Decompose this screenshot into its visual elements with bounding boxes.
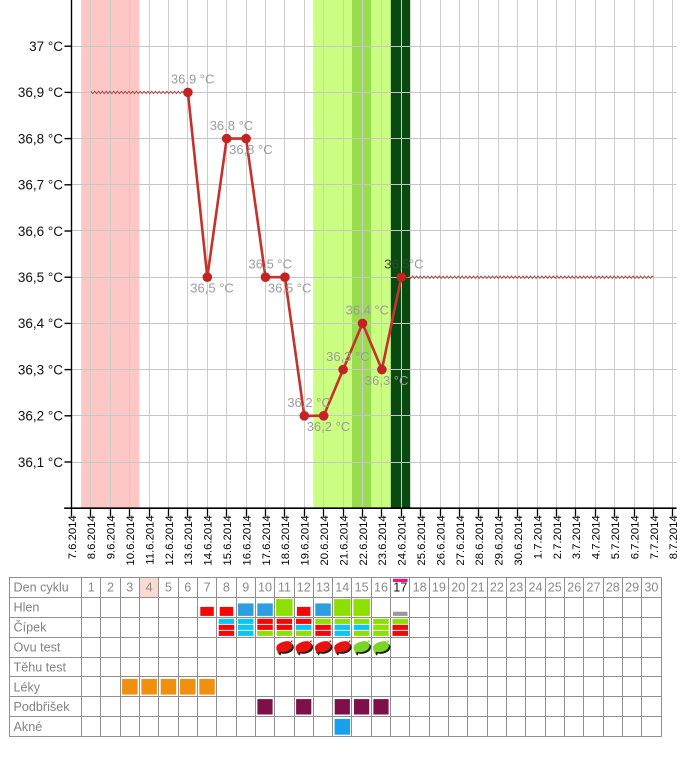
- svg-text:Akné: Akné: [14, 720, 43, 734]
- svg-text:17.6.2014: 17.6.2014: [261, 515, 273, 565]
- svg-text:2: 2: [107, 581, 114, 595]
- svg-text:36,3 °C: 36,3 °C: [326, 349, 370, 364]
- svg-text:21.6.2014: 21.6.2014: [338, 515, 350, 565]
- svg-text:4.7.2014: 4.7.2014: [591, 515, 603, 559]
- svg-text:25: 25: [548, 581, 562, 595]
- svg-text:36,7 °C: 36,7 °C: [18, 178, 63, 193]
- svg-text:14.6.2014: 14.6.2014: [203, 515, 215, 565]
- svg-text:9: 9: [242, 581, 249, 595]
- svg-text:°C: °C: [409, 256, 424, 271]
- svg-text:7.7.2014: 7.7.2014: [649, 515, 661, 559]
- svg-text:29: 29: [625, 581, 639, 595]
- svg-text:36,5 °C: 36,5 °C: [249, 256, 293, 271]
- svg-text:37 °C: 37 °C: [29, 39, 63, 54]
- svg-text:Hlen: Hlen: [14, 601, 40, 615]
- svg-text:3: 3: [126, 581, 133, 595]
- svg-text:24.6.2014: 24.6.2014: [397, 515, 409, 565]
- svg-text:36,1 °C: 36,1 °C: [18, 455, 63, 470]
- svg-text:11.6.2014: 11.6.2014: [144, 515, 156, 564]
- svg-text:36,2 °C: 36,2 °C: [287, 395, 331, 410]
- svg-text:17: 17: [393, 581, 407, 595]
- svg-text:14: 14: [335, 581, 349, 595]
- svg-text:11: 11: [278, 581, 291, 595]
- svg-text:18: 18: [413, 581, 427, 595]
- svg-text:24: 24: [528, 581, 542, 595]
- svg-text:8.6.2014: 8.6.2014: [86, 515, 98, 559]
- svg-text:8: 8: [223, 581, 230, 595]
- svg-text:16: 16: [374, 581, 388, 595]
- svg-text:10.6.2014: 10.6.2014: [125, 515, 137, 565]
- svg-text:36,5 °C: 36,5 °C: [190, 281, 234, 296]
- svg-text:6: 6: [184, 581, 191, 595]
- svg-text:9.6.2014: 9.6.2014: [106, 515, 118, 559]
- svg-text:Těhu test: Těhu test: [14, 660, 67, 674]
- svg-text:36,5 °C: 36,5 °C: [18, 270, 63, 285]
- svg-text:7: 7: [204, 581, 211, 595]
- svg-text:36,5: 36,5: [384, 256, 409, 271]
- svg-text:10: 10: [258, 581, 272, 595]
- svg-text:30: 30: [644, 581, 658, 595]
- svg-text:15: 15: [355, 581, 369, 595]
- svg-text:36,5 °C: 36,5 °C: [268, 281, 312, 296]
- svg-text:8.7.2014: 8.7.2014: [668, 515, 680, 559]
- svg-text:6.7.2014: 6.7.2014: [629, 515, 641, 559]
- svg-text:2.7.2014: 2.7.2014: [552, 515, 564, 559]
- svg-text:7.6.2014: 7.6.2014: [67, 515, 79, 559]
- svg-text:13: 13: [316, 581, 330, 595]
- svg-text:26: 26: [567, 581, 581, 595]
- svg-text:20: 20: [451, 581, 465, 595]
- svg-text:22.6.2014: 22.6.2014: [358, 515, 370, 565]
- svg-text:18.6.2014: 18.6.2014: [280, 515, 292, 565]
- svg-text:36,9 °C: 36,9 °C: [171, 72, 215, 87]
- svg-text:15.6.2014: 15.6.2014: [222, 515, 234, 565]
- svg-text:36,6 °C: 36,6 °C: [18, 224, 63, 239]
- svg-text:28: 28: [606, 581, 620, 595]
- svg-text:Den cyklu: Den cyklu: [14, 581, 69, 595]
- svg-text:36,8 °C: 36,8 °C: [18, 131, 63, 146]
- svg-text:36,9 °C: 36,9 °C: [18, 85, 63, 100]
- svg-text:28.6.2014: 28.6.2014: [474, 515, 486, 565]
- svg-text:36,4 °C: 36,4 °C: [18, 316, 63, 331]
- svg-text:23.6.2014: 23.6.2014: [377, 515, 389, 565]
- svg-text:Ovu test: Ovu test: [14, 641, 61, 655]
- svg-text:36,3 °C: 36,3 °C: [365, 373, 409, 388]
- svg-text:30.6.2014: 30.6.2014: [513, 515, 525, 565]
- svg-text:19: 19: [432, 581, 446, 595]
- svg-text:5: 5: [165, 581, 172, 595]
- svg-text:22: 22: [490, 581, 504, 595]
- svg-text:Podbřišek: Podbřišek: [14, 700, 71, 714]
- svg-text:25.6.2014: 25.6.2014: [416, 515, 428, 565]
- svg-text:36,8 °C: 36,8 °C: [229, 142, 273, 157]
- svg-text:Léky: Léky: [14, 680, 41, 694]
- svg-text:27.6.2014: 27.6.2014: [455, 515, 467, 565]
- svg-text:36,2 °C: 36,2 °C: [18, 409, 63, 424]
- svg-text:Čípek: Čípek: [14, 620, 48, 635]
- svg-text:27: 27: [586, 581, 600, 595]
- svg-text:16.6.2014: 16.6.2014: [241, 515, 253, 565]
- svg-text:20.6.2014: 20.6.2014: [319, 515, 331, 565]
- svg-text:36,8 °C: 36,8 °C: [210, 118, 254, 133]
- svg-text:12.6.2014: 12.6.2014: [164, 515, 176, 565]
- svg-text:21: 21: [471, 581, 485, 595]
- svg-text:1.7.2014: 1.7.2014: [532, 515, 544, 559]
- svg-text:36,3 °C: 36,3 °C: [18, 362, 63, 377]
- svg-text:13.6.2014: 13.6.2014: [183, 515, 195, 565]
- svg-text:36,4 °C: 36,4 °C: [346, 303, 390, 318]
- svg-text:23: 23: [509, 581, 523, 595]
- svg-text:5.7.2014: 5.7.2014: [610, 515, 622, 559]
- svg-text:4: 4: [146, 581, 153, 595]
- svg-text:29.6.2014: 29.6.2014: [494, 515, 506, 565]
- svg-text:12: 12: [297, 581, 311, 595]
- svg-text:19.6.2014: 19.6.2014: [300, 515, 312, 565]
- svg-text:3.7.2014: 3.7.2014: [571, 515, 583, 559]
- svg-text:1: 1: [88, 581, 95, 595]
- svg-text:26.6.2014: 26.6.2014: [435, 515, 447, 565]
- svg-text:36,2 °C: 36,2 °C: [307, 419, 351, 434]
